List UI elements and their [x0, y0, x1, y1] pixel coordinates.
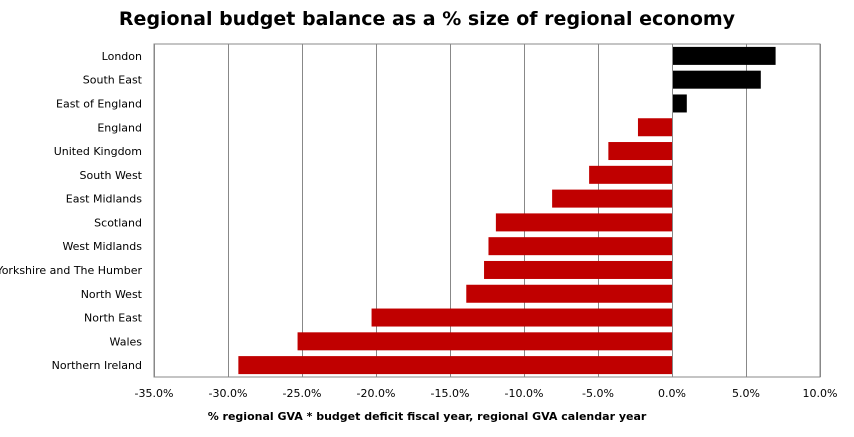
x-tick-label: 10.0%	[803, 387, 838, 400]
x-tick-label: -30.0%	[209, 387, 248, 400]
bar	[637, 118, 672, 137]
category-label: London	[102, 50, 142, 63]
category-label: United Kingdom	[54, 145, 142, 158]
category-label: Scotland	[94, 216, 142, 229]
x-tick-label: -5.0%	[582, 387, 614, 400]
bar	[466, 284, 672, 303]
category-label: Northern Ireland	[52, 359, 142, 372]
category-label: South West	[79, 169, 142, 182]
category-label: North East	[84, 312, 143, 325]
category-label: North West	[81, 288, 143, 301]
category-labels: London South East East of England England Un…	[0, 50, 143, 372]
gridlines	[153, 43, 821, 378]
x-tick-label: 0.0%	[658, 387, 686, 400]
x-tick-label: 5.0%	[732, 387, 760, 400]
category-label: West Midlands	[62, 240, 142, 253]
x-axis-title: % regional GVA * budget deficit fiscal y…	[207, 410, 647, 423]
category-label: Yorkshire and The Humber	[0, 264, 142, 277]
category-label: East Midlands	[66, 193, 143, 206]
bar	[371, 308, 672, 327]
bar	[672, 70, 761, 89]
category-label: East of England	[56, 97, 142, 110]
bar	[484, 260, 672, 279]
x-tick-labels: -35.0% -30.0% -25.0% -20.0% -15.0% -10.0% -5.0…	[135, 387, 838, 400]
bar	[297, 332, 672, 351]
bar	[589, 165, 672, 184]
x-tick-label: -20.0%	[357, 387, 396, 400]
x-tick-label: -35.0%	[135, 387, 174, 400]
plot-area-border	[153, 43, 821, 378]
category-label: South East	[83, 74, 143, 87]
bar	[238, 356, 673, 375]
bar	[495, 213, 672, 232]
category-label: Wales	[110, 335, 143, 348]
bar	[672, 94, 687, 113]
chart-title: Regional budget balance as a % size of r…	[118, 8, 736, 30]
x-tick-label: -10.0%	[505, 387, 544, 400]
bar	[488, 237, 672, 256]
bar	[672, 46, 776, 65]
x-tick-label: -25.0%	[283, 387, 322, 400]
bar	[552, 189, 672, 208]
category-label: England	[97, 121, 142, 134]
x-tick-label: -15.0%	[431, 387, 470, 400]
bar	[608, 142, 672, 161]
bars	[238, 44, 776, 377]
